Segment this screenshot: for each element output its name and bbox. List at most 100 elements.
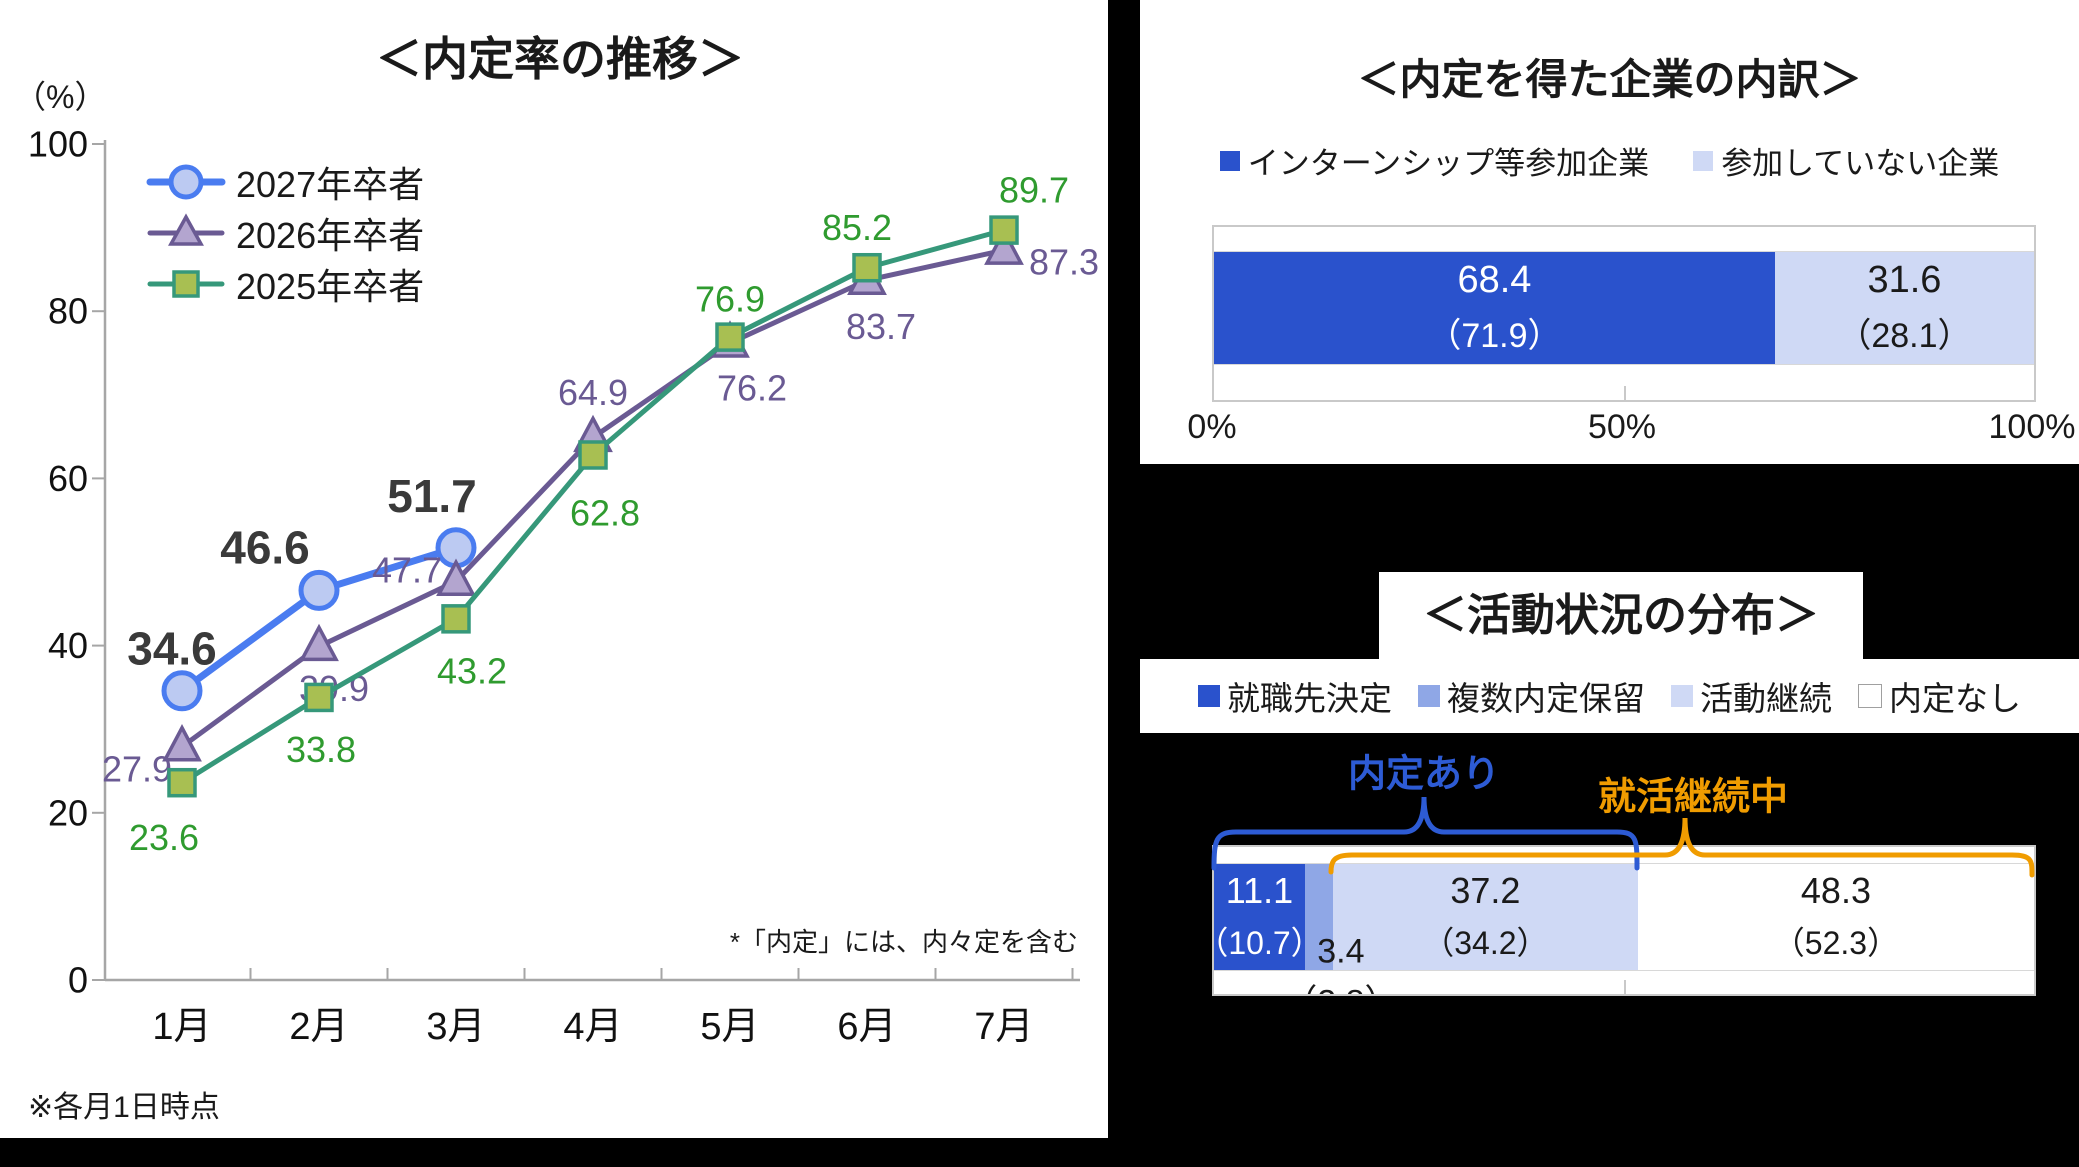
point-label: 64.9 xyxy=(558,372,628,413)
legend-marker-square-icon xyxy=(147,269,225,298)
legend-label: 就職先決定 xyxy=(1227,680,1392,717)
legend-label: 活動継続 xyxy=(1700,680,1832,717)
marker-circle xyxy=(298,569,340,611)
segment-value: 48.3 xyxy=(1800,870,1871,911)
y-axis-unit-label: （%） xyxy=(14,79,107,115)
brace-label-naitei-ari: 内定あり xyxy=(1347,753,1501,796)
segment-value: 11.1 xyxy=(1225,870,1294,911)
marker-square xyxy=(715,322,745,352)
breakdown-stacked-bar: 68.4 （71.9） 31.6 （28.1） xyxy=(1214,251,2034,365)
activity-title-box: ＜活動状況の分布＞ xyxy=(1379,572,1863,659)
activity-axis-tick xyxy=(1624,980,1626,994)
y-tick-label: 60 xyxy=(48,458,88,499)
bar-segment-内定なし: 48.3 （52.3） xyxy=(1637,864,2034,970)
legend-swatch-icon xyxy=(1693,150,1714,171)
x-tick-label: 7月 xyxy=(974,1006,1033,1048)
breakdown-axis-label: 50% xyxy=(1587,408,1657,446)
marker-square xyxy=(989,215,1019,245)
breakdown-axis-label: 100% xyxy=(1988,408,2076,446)
legend-row-2025年卒者: 2025年卒者 xyxy=(146,258,424,309)
legend-label: 2025年卒者 xyxy=(236,265,425,307)
brace-label-shukatsu-keizoku: 就活継続中 xyxy=(1597,776,1789,819)
bar-segment-参加していない企業: 31.6 （28.1） xyxy=(1774,252,2034,364)
marker-square xyxy=(578,440,608,470)
point-label: 47.7 xyxy=(372,550,442,591)
footnote-naitei-note: *「内定」には、内々定を含む xyxy=(729,927,1078,957)
marker-square xyxy=(304,682,334,713)
x-tick-label: 2月 xyxy=(289,1006,348,1048)
activity-title: ＜活動状況の分布＞ xyxy=(1423,591,1819,640)
line-chart-panel: ＜内定率の推移＞ （%） 0 20 40 60 80 100 1月 2月 3月 4月 5月 6月 7月 3… xyxy=(0,0,1108,1138)
line-chart-title: ＜内定率の推移＞ xyxy=(376,33,744,85)
point-label: 76.2 xyxy=(717,367,787,408)
breakdown-title: ＜内定を得た企業の内訳＞ xyxy=(1357,56,1862,103)
y-tick-label: 0 xyxy=(68,960,88,1001)
marker-triangle xyxy=(984,227,1024,265)
legend-label: 内定なし xyxy=(1889,680,2021,717)
legend-label: 2027年卒者 xyxy=(236,163,425,205)
activity-legend: 就職先決定 複数内定保留 活動継続 内定なし xyxy=(1140,659,2079,733)
activity-legend-item: 活動継続 xyxy=(1671,672,1832,720)
point-label: 85.2 xyxy=(822,207,892,248)
legend-marker-triangle-icon xyxy=(147,212,225,246)
point-label: 51.7 xyxy=(387,470,477,522)
footnote-date-note: ※各月1日時点 xyxy=(28,1091,220,1124)
segment-paren-value: （71.9） xyxy=(1427,317,1562,355)
segment-paren-outside: （2.8） xyxy=(1283,975,1398,995)
point-label: 62.8 xyxy=(570,492,640,533)
bar-segment-複数内定保留 xyxy=(1305,864,1333,970)
bar-segment-インターンシップ等参加企業: 68.4 （71.9） xyxy=(1214,252,1775,364)
segment-value-outside: 3.4 xyxy=(1317,932,1365,971)
y-tick-label: 100 xyxy=(28,124,88,165)
segment-value: 68.4 xyxy=(1457,259,1532,301)
segment-paren-value: （28.1） xyxy=(1837,317,1972,355)
marker-triangle xyxy=(162,724,202,762)
y-tick-label: 80 xyxy=(48,291,88,332)
x-tick-label: 1月 xyxy=(152,1006,211,1048)
bar-segment-活動継続: 37.2 （34.2） xyxy=(1332,864,1638,970)
breakdown-legend-item: インターンシップ等参加企業 xyxy=(1219,138,1650,183)
segment-paren-value: （52.3） xyxy=(1772,925,1900,961)
legend-swatch-icon xyxy=(1671,685,1693,707)
segment-value: 37.2 xyxy=(1450,870,1521,911)
marker-square xyxy=(441,604,471,634)
point-label: 34.6 xyxy=(127,623,217,675)
breakdown-legend-item: 参加していない企業 xyxy=(1693,138,1999,183)
marker-triangle xyxy=(299,623,339,662)
legend-swatch-icon xyxy=(1858,684,1882,708)
activity-legend-item: 複数内定保留 xyxy=(1418,672,1645,720)
y-tick-label: 40 xyxy=(48,625,88,666)
x-tick-label: 4月 xyxy=(563,1006,622,1048)
legend-label: インターンシップ等参加企業 xyxy=(1247,146,1650,181)
activity-legend-item: 就職先決定 xyxy=(1198,672,1392,720)
point-label: 43.2 xyxy=(437,650,507,691)
point-label: 87.3 xyxy=(1029,242,1099,283)
point-label: 76.9 xyxy=(695,279,765,320)
legend-row-2026年卒者: 2026年卒者 xyxy=(146,207,424,258)
legend-label: 参加していない企業 xyxy=(1721,146,2000,181)
x-tick-label: 6月 xyxy=(837,1006,896,1048)
point-label: 33.8 xyxy=(286,729,356,770)
point-label: 27.9 xyxy=(102,748,172,789)
line-chart-legend: 2027年卒者 2026年卒者 2025年卒者 xyxy=(146,156,424,309)
breakdown-plot-frame: 68.4 （71.9） 31.6 （28.1） xyxy=(1212,225,2036,402)
legend-label: 2026年卒者 xyxy=(236,214,425,256)
x-tick-label: 5月 xyxy=(700,1006,759,1048)
breakdown-axis-label: 0% xyxy=(1187,408,1237,446)
point-label: 89.7 xyxy=(999,170,1069,211)
marker-triangle xyxy=(436,558,476,596)
activity-plot-frame: 11.1 （10.7） 37.2 （34.2） 48.3 （52.3） 3.4 （2.8） xyxy=(1212,845,2036,996)
marker-circle xyxy=(161,670,203,712)
point-label: 46.6 xyxy=(220,521,310,573)
point-label: 83.7 xyxy=(846,306,916,347)
segment-paren-value: （10.7） xyxy=(1214,925,1323,961)
marker-square xyxy=(167,767,197,798)
breakdown-panel: ＜内定を得た企業の内訳＞ インターンシップ等参加企業 参加していない企業 68.4… xyxy=(1140,0,2079,464)
legend-swatch-icon xyxy=(1418,685,1440,707)
point-label: 23.6 xyxy=(129,817,199,858)
y-tick-label: 20 xyxy=(48,792,88,833)
activity-legend-item: 内定なし xyxy=(1858,672,2021,720)
breakdown-axis-tick xyxy=(1624,386,1626,400)
legend-label: 複数内定保留 xyxy=(1447,680,1645,717)
